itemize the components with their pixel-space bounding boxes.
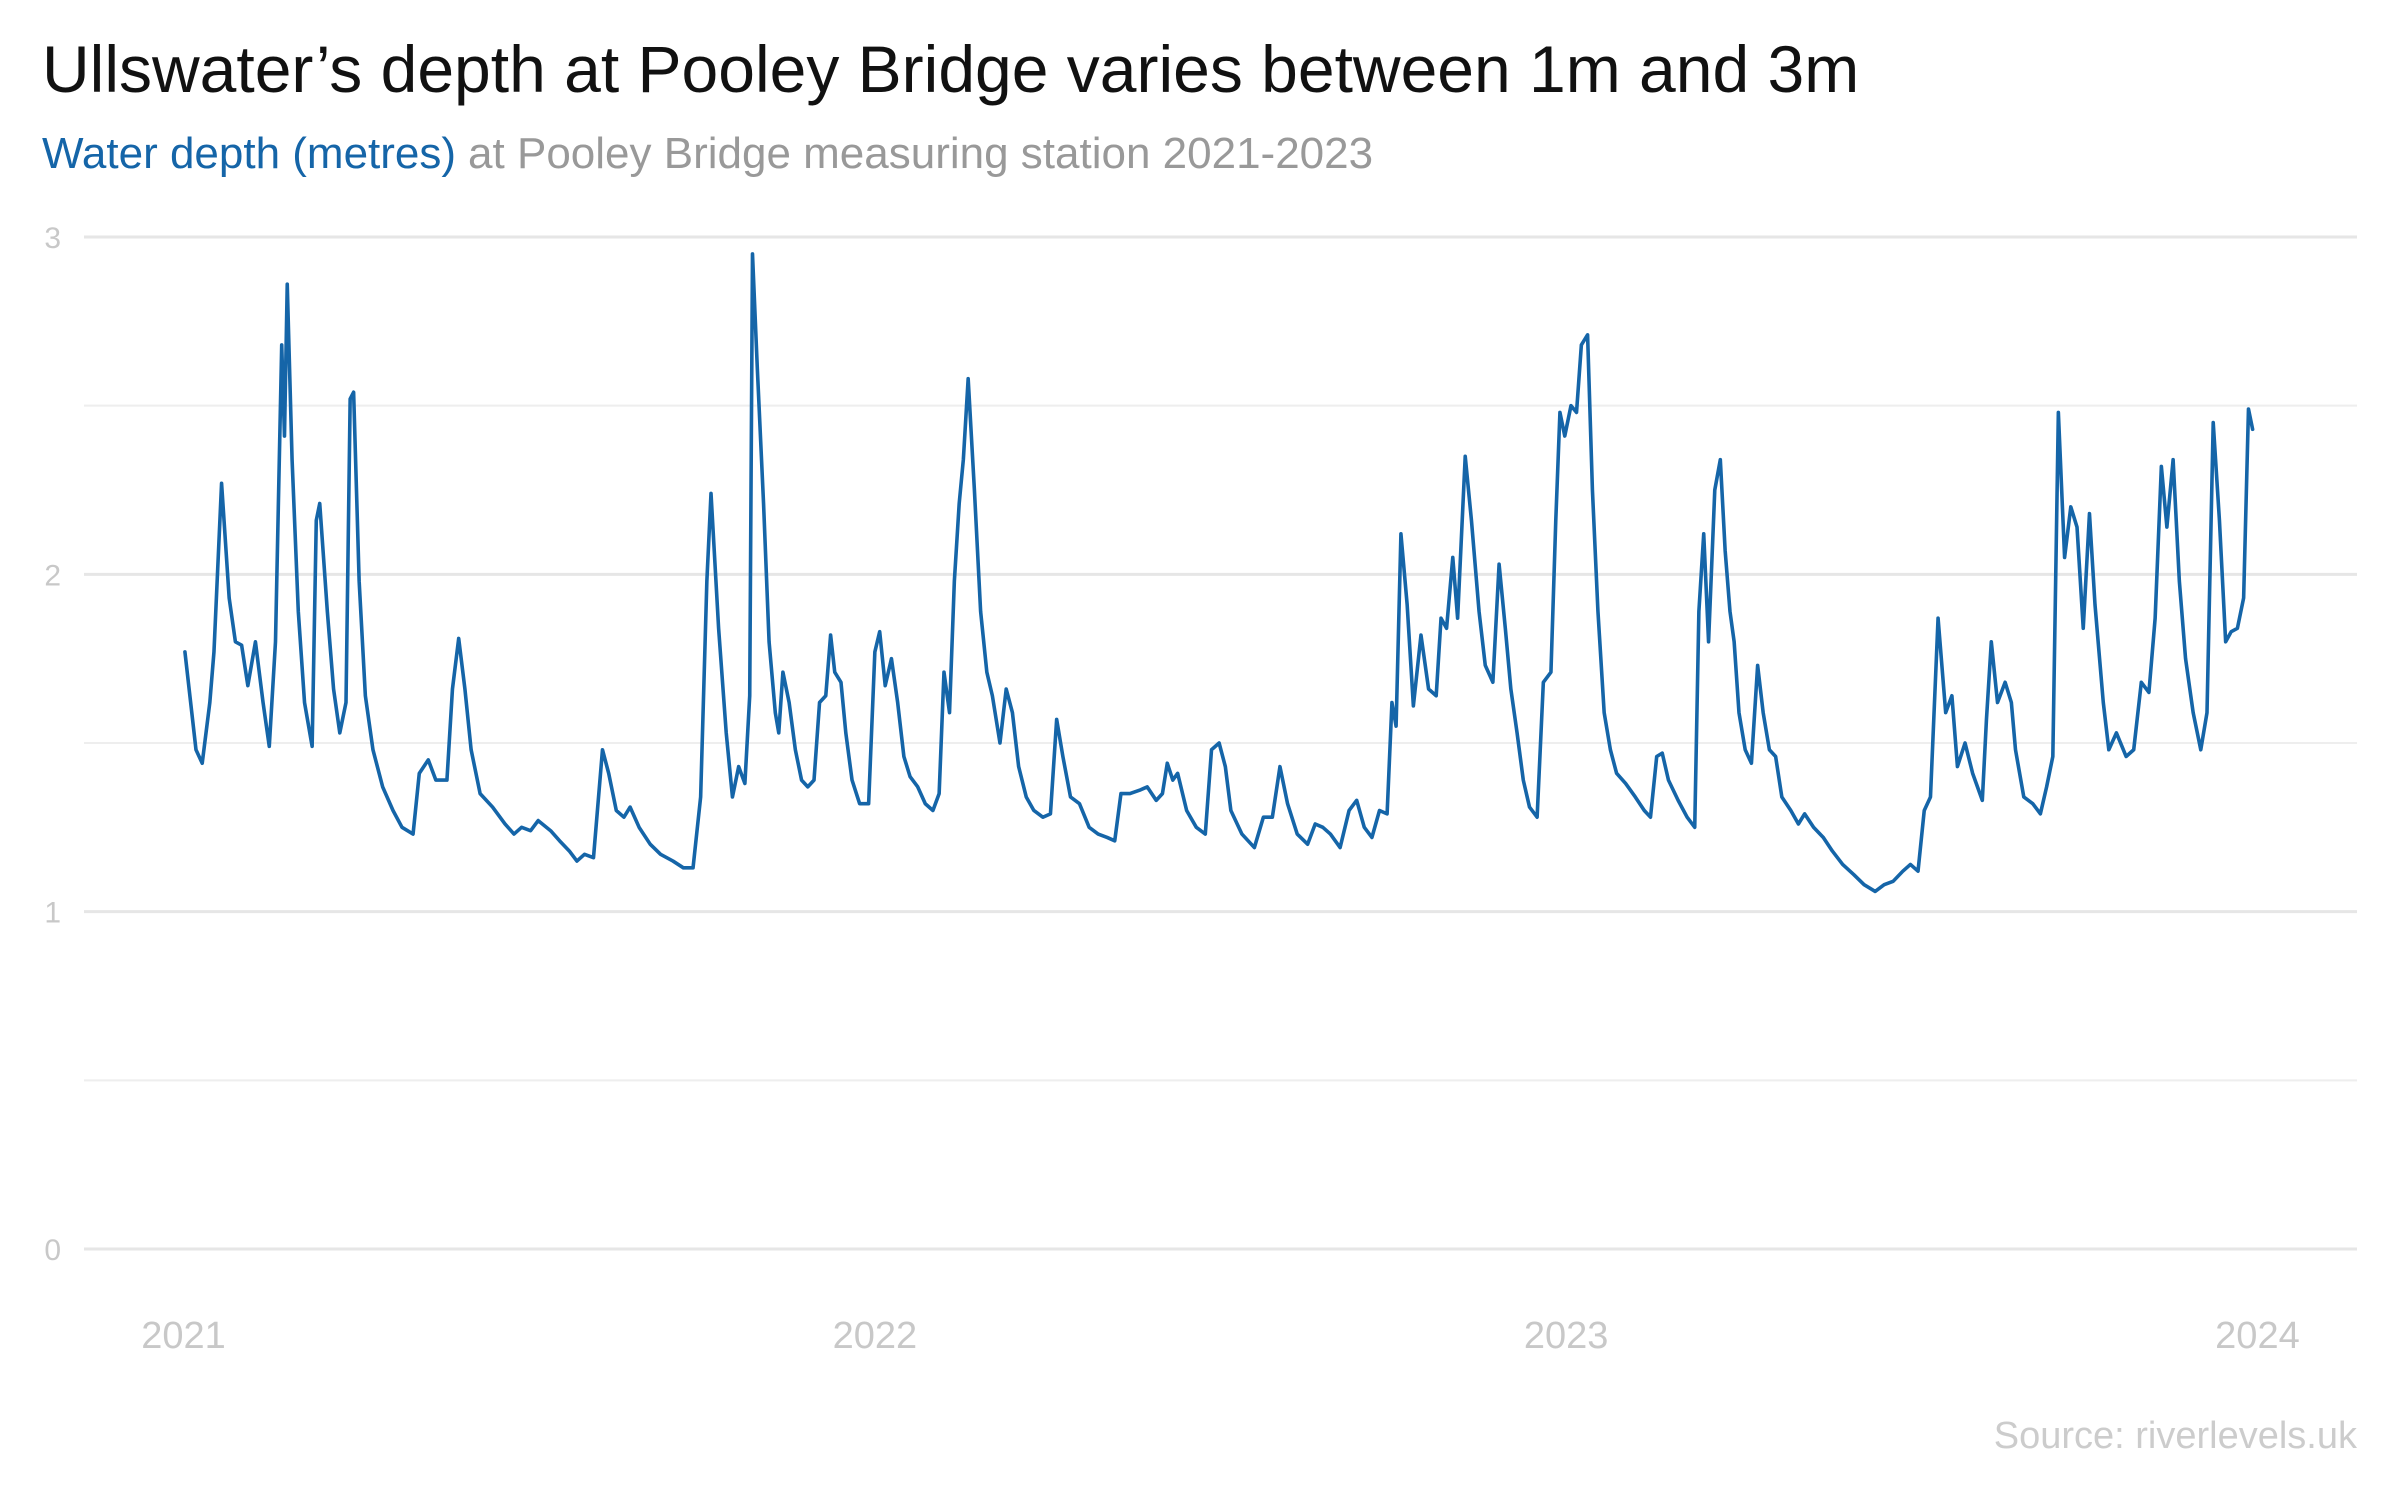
x-tick-label: 2021 xyxy=(141,1315,226,1357)
depth-line xyxy=(183,252,2255,894)
y-tick-label: 1 xyxy=(44,897,61,930)
y-tick-label: 3 xyxy=(44,222,61,255)
subtitle-highlight: Water depth (metres) xyxy=(42,129,456,178)
x-tick-label: 2024 xyxy=(2215,1315,2300,1357)
x-tick-label: 2022 xyxy=(833,1315,918,1357)
source-note: Source: riverlevels.uk xyxy=(1994,1415,2358,1457)
y-tick-label: 2 xyxy=(44,559,61,592)
chart-subtitle: Water depth (metres) at Pooley Bridge mea… xyxy=(42,129,1373,178)
subtitle-rest: at Pooley Bridge measuring station 2021-… xyxy=(468,129,1373,178)
x-tick-label: 2023 xyxy=(1524,1315,1609,1357)
chart-title: Ullswater’s depth at Pooley Bridge varie… xyxy=(42,32,1859,106)
y-tick-label: 0 xyxy=(44,1234,61,1267)
